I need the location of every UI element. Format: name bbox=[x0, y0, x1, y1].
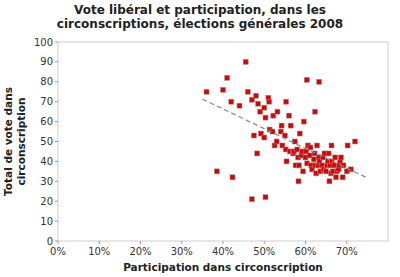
y-tick bbox=[55, 221, 58, 222]
point bbox=[262, 105, 267, 110]
x-tick bbox=[140, 241, 141, 244]
y-tick-label: 90 bbox=[40, 56, 53, 67]
point bbox=[225, 75, 230, 80]
point bbox=[284, 99, 289, 104]
y-tick bbox=[55, 121, 58, 122]
y-tick bbox=[55, 61, 58, 62]
point bbox=[326, 151, 331, 156]
point bbox=[334, 175, 339, 180]
y-tick-label: 0 bbox=[47, 236, 53, 247]
chart: 0 10 20 30 40 50 60 70 80 90 100 0% 10% 20% 30% 40% 50% 6… bbox=[0, 0, 400, 277]
point bbox=[254, 93, 259, 98]
point bbox=[317, 79, 322, 84]
x-tick bbox=[305, 241, 306, 244]
point bbox=[301, 169, 306, 174]
y-tick bbox=[55, 101, 58, 102]
point bbox=[275, 109, 280, 114]
point bbox=[249, 197, 254, 202]
y-tick-label: 40 bbox=[40, 156, 53, 167]
point bbox=[353, 139, 358, 144]
y-tick bbox=[55, 42, 58, 43]
point bbox=[214, 169, 219, 174]
x-tick-label: 70% bbox=[336, 246, 358, 257]
point bbox=[237, 103, 242, 108]
point bbox=[312, 109, 317, 114]
point bbox=[229, 99, 234, 104]
trend-line bbox=[202, 99, 367, 178]
x-tick-label: 30% bbox=[171, 246, 193, 257]
x-tick-label: 20% bbox=[129, 246, 151, 257]
x-tick-label: 0% bbox=[50, 246, 66, 257]
plot-area bbox=[202, 59, 367, 201]
point bbox=[274, 139, 279, 144]
point bbox=[340, 175, 345, 180]
point bbox=[296, 163, 301, 168]
x-tick bbox=[99, 241, 100, 244]
point bbox=[255, 151, 260, 156]
y-tick-label: 20 bbox=[40, 196, 53, 207]
x-tick-label: 40% bbox=[212, 246, 234, 257]
point bbox=[256, 101, 261, 106]
x-tick bbox=[181, 241, 182, 244]
point bbox=[287, 113, 292, 118]
point bbox=[308, 145, 313, 150]
point bbox=[311, 157, 316, 162]
x-tick-label: 10% bbox=[88, 246, 110, 257]
point bbox=[284, 159, 289, 164]
x-axis-label: Participation dans circonscription bbox=[123, 261, 323, 273]
point bbox=[221, 87, 226, 92]
point bbox=[267, 99, 272, 104]
point bbox=[295, 147, 300, 152]
point bbox=[297, 131, 302, 136]
point bbox=[243, 59, 248, 64]
y-tick bbox=[55, 181, 58, 182]
point bbox=[263, 195, 268, 200]
x-tick bbox=[264, 241, 265, 244]
x-tick bbox=[58, 241, 59, 244]
y-tick bbox=[55, 81, 58, 82]
point bbox=[292, 139, 297, 144]
point bbox=[245, 89, 250, 94]
y-tick-label: 70 bbox=[40, 96, 53, 107]
x-tick-label: 50% bbox=[253, 246, 275, 257]
y-tick bbox=[55, 201, 58, 202]
point bbox=[262, 135, 267, 140]
x-tick bbox=[346, 241, 347, 244]
x-tick bbox=[223, 241, 224, 244]
point bbox=[279, 123, 284, 128]
y-tick bbox=[55, 141, 58, 142]
y-tick-label: 100 bbox=[34, 37, 53, 48]
y-tick-label: 50 bbox=[40, 136, 53, 147]
point bbox=[301, 119, 306, 124]
point bbox=[296, 179, 301, 184]
point bbox=[204, 89, 209, 94]
point bbox=[329, 143, 334, 148]
title: Vote libéral et participation, dans lesc… bbox=[57, 3, 343, 31]
point bbox=[345, 143, 350, 148]
x-tick-label: 60% bbox=[294, 246, 316, 257]
y-tick-label: 80 bbox=[40, 76, 53, 87]
plot-frame bbox=[58, 42, 388, 241]
point bbox=[327, 179, 332, 184]
y-tick bbox=[55, 161, 58, 162]
point bbox=[338, 155, 343, 160]
y-tick-label: 30 bbox=[40, 176, 53, 187]
point bbox=[324, 169, 329, 174]
point bbox=[251, 133, 256, 138]
y-tick-label: 60 bbox=[40, 116, 53, 127]
y-axis-label: Total de vote danscirconscription bbox=[2, 87, 27, 196]
point bbox=[230, 175, 235, 180]
point bbox=[315, 143, 320, 148]
point bbox=[304, 77, 309, 82]
point bbox=[263, 115, 268, 120]
point bbox=[333, 155, 338, 160]
y-tick-label: 10 bbox=[40, 216, 53, 227]
point bbox=[288, 123, 293, 128]
